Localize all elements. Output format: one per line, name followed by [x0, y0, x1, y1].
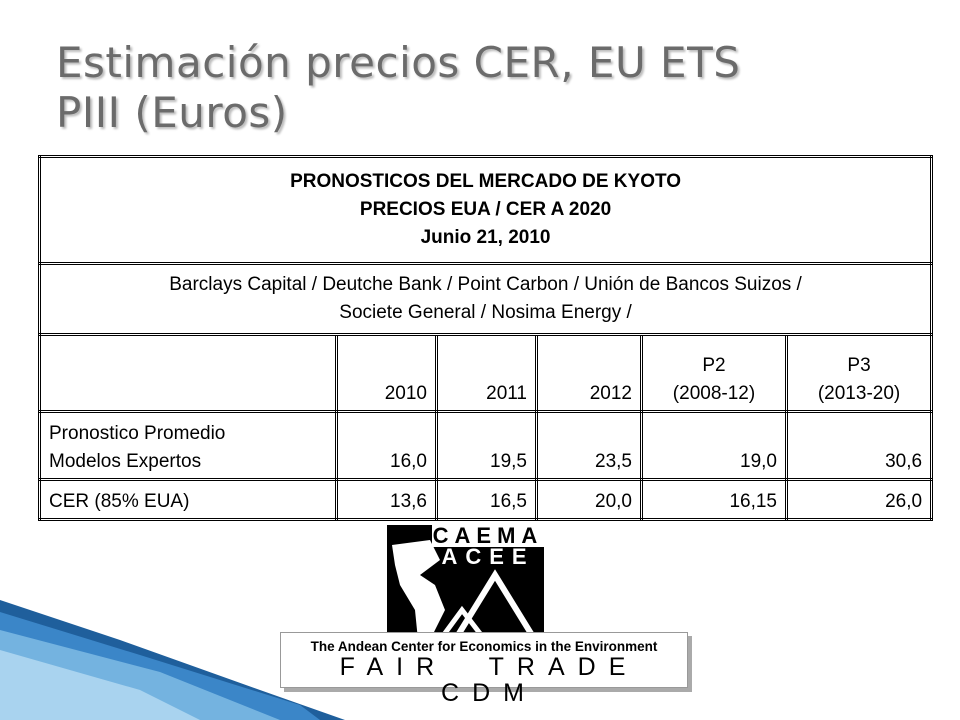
- value-cell: 23,5: [535, 410, 643, 481]
- value-cell: 20,0: [535, 478, 643, 521]
- empty-cell: [38, 333, 338, 413]
- sources-line: Barclays Capital / Deutche Bank / Point …: [169, 274, 802, 295]
- logo-map: [392, 540, 445, 640]
- logo-subtitle: The Andean Center for Economics in the E…: [310, 639, 658, 654]
- column-header: 2010: [335, 333, 438, 413]
- row-label: Pronostico Promedio Modelos Expertos: [38, 410, 338, 481]
- table-row: Pronostico Promedio Modelos Expertos 16,0 1…: [38, 410, 934, 481]
- logo-block: [432, 525, 544, 547]
- value-cell: 16,0: [335, 410, 438, 481]
- value-cell: 19,0: [640, 410, 788, 481]
- table-row: CER (85% EUA) 13,6 16,5 20,0 16,15 26,0: [38, 478, 934, 521]
- column-header: P3 (2013-20): [784, 333, 934, 413]
- column-header: 2011: [435, 333, 538, 413]
- row-label-line: Pronostico Promedio: [49, 423, 226, 444]
- row-label: CER (85% EUA): [38, 478, 338, 521]
- logo-middle: ACEE: [441, 544, 534, 569]
- logo-caption: The Andean Center for Economics in the E…: [280, 632, 688, 706]
- column-header: 2012: [535, 333, 643, 413]
- row-label-line: Modelos Expertos: [49, 451, 202, 472]
- row-label-line: CER (85% EUA): [49, 491, 190, 512]
- value-cell: 13,6: [335, 478, 438, 521]
- sources-cell: Barclays Capital / Deutche Bank / Point …: [37, 262, 934, 336]
- logo-tagline: FAIR TRADE CDM: [339, 653, 639, 707]
- heading-cell: PRONOSTICOS DEL MERCADO DE KYOTO PRECIOS…: [37, 155, 934, 265]
- value-cell: 16,5: [435, 478, 538, 521]
- table: PRONOSTICOS DEL MERCADO DE KYOTO PRECIOS…: [37, 155, 934, 521]
- title: Estimación precios CER, EU ETS PIII (Eur…: [56, 38, 741, 137]
- column-header-line: 2011: [486, 383, 527, 404]
- column-header: P2 (2008-12): [640, 333, 788, 413]
- value-cell: 26,0: [784, 478, 934, 521]
- heading-line: PRECIOS EUA / CER A 2020: [359, 199, 612, 220]
- value-cell: 30,6: [784, 410, 934, 481]
- column-header-line: 2012: [589, 383, 632, 404]
- sources-line: Societe General / Nosima Energy /: [339, 302, 632, 323]
- column-header-line: P3: [847, 355, 871, 376]
- logo-top: CAEMA: [433, 523, 544, 548]
- heading-line: Junio 21, 2010: [420, 227, 551, 248]
- heading-line: PRONOSTICOS DEL MERCADO DE KYOTO: [290, 171, 682, 192]
- swoosh: [0, 650, 200, 720]
- column-header-line: (2013-20): [817, 383, 901, 404]
- column-header-line: (2008-12): [672, 383, 756, 404]
- column-header-line: P2: [702, 355, 726, 376]
- column-header-line: 2010: [384, 383, 427, 404]
- value-cell: 16,15: [640, 478, 788, 521]
- value-cell: 19,5: [435, 410, 538, 481]
